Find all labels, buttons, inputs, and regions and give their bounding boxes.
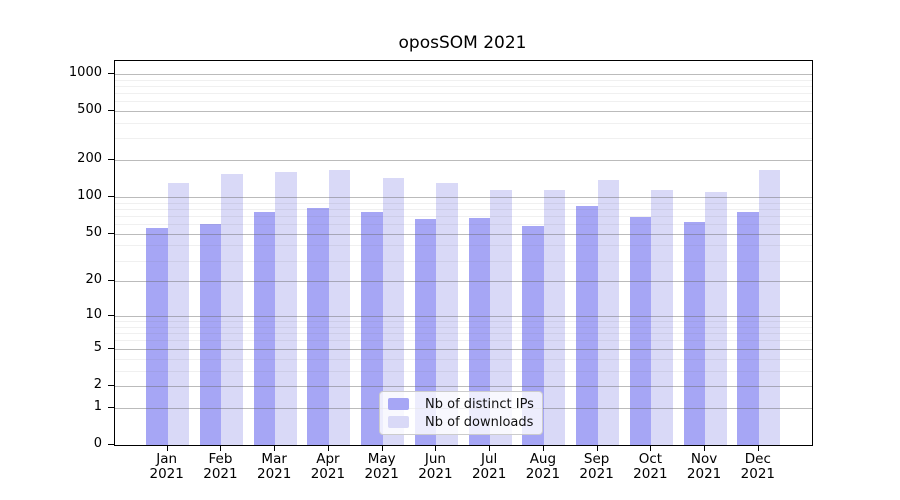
bars-layer (115, 61, 812, 445)
y-tick-mark (108, 72, 114, 74)
x-tick-mark (166, 445, 168, 451)
x-tick-label: May 2021 (364, 451, 399, 482)
bar-downloads-jun (436, 182, 458, 445)
x-tick-mark (327, 445, 329, 451)
x-tick-label: Sep 2021 (579, 451, 614, 482)
bar-downloads-may (382, 178, 405, 445)
y-tick-mark (108, 110, 114, 112)
y-tick-label: 2 (93, 376, 102, 392)
y-tick-mark (108, 347, 114, 349)
bar-downloads-aug (543, 190, 566, 445)
x-tick-label: Jun 2021 (418, 451, 453, 482)
x-tick-mark (757, 445, 759, 451)
bar-distinct-ips-jul (468, 217, 491, 445)
x-tick-mark (704, 445, 706, 451)
y-tick-label: 500 (77, 102, 102, 118)
legend-label-downloads: Nb of downloads (425, 414, 534, 430)
legend-entry-distinct-ips: Nb of distinct IPs (388, 397, 536, 412)
bar-downloads-oct (651, 190, 673, 445)
bar-distinct-ips-may (361, 211, 383, 445)
bar-distinct-ips-sep (576, 206, 598, 445)
y-tick-mark (108, 444, 114, 445)
legend-swatch-distinct-ips (388, 398, 409, 410)
y-tick-label: 50 (85, 224, 102, 240)
bar-downloads-jul (490, 189, 512, 445)
x-tick-label: Jan 2021 (149, 451, 184, 482)
x-tick-label: Mar 2021 (256, 451, 292, 482)
bar-distinct-ips-apr (307, 208, 329, 445)
x-tick-mark (274, 445, 276, 451)
x-tick-label: Feb 2021 (203, 451, 238, 482)
chart-title: oposSOM 2021 (398, 33, 527, 53)
y-tick-label: 1 (93, 398, 102, 414)
bar-distinct-ips-nov (683, 221, 706, 445)
bar-downloads-sep (597, 179, 620, 445)
legend: Nb of distinct IPs Nb of downloads (379, 391, 543, 435)
y-tick-mark (108, 384, 114, 386)
plot-area: Nb of distinct IPs Nb of downloads (114, 60, 813, 446)
y-tick-mark (108, 280, 114, 282)
y-tick-label: 0 (93, 436, 102, 451)
legend-label-distinct-ips: Nb of distinct IPs (425, 396, 534, 412)
bar-distinct-ips-aug (522, 225, 544, 445)
y-tick-mark (108, 196, 114, 198)
x-tick-mark (489, 445, 491, 451)
bar-distinct-ips-feb (199, 224, 222, 445)
y-tick-mark (108, 232, 114, 234)
y-tick-mark (108, 159, 114, 161)
bar-downloads-nov (705, 191, 727, 445)
x-tick-label: Jul 2021 (471, 451, 507, 482)
x-tick-label: Dec 2021 (740, 451, 775, 482)
x-tick-mark (596, 445, 598, 451)
x-tick-label: Oct 2021 (633, 451, 668, 482)
x-tick-label: Nov 2021 (686, 451, 722, 482)
legend-entry-downloads: Nb of downloads (388, 415, 536, 430)
legend-swatch-downloads (388, 416, 409, 428)
y-tick-label: 100 (77, 188, 102, 204)
y-tick-label: 5 (93, 339, 102, 355)
y-tick-label: 10 (85, 307, 102, 323)
bar-distinct-ips-mar (253, 211, 276, 445)
bar-distinct-ips-jun (414, 219, 437, 445)
x-tick-mark (381, 445, 383, 451)
bar-distinct-ips-dec (737, 211, 759, 445)
y-tick-label: 200 (77, 151, 102, 167)
bar-downloads-mar (275, 172, 297, 445)
bar-downloads-dec (758, 170, 781, 445)
bar-distinct-ips-jan (146, 227, 168, 445)
y-tick-label: 20 (85, 272, 102, 288)
x-tick-mark (220, 445, 222, 451)
x-tick-mark (542, 445, 544, 451)
bar-distinct-ips-oct (629, 216, 652, 445)
bar-downloads-apr (328, 169, 351, 445)
y-tick-mark (108, 406, 114, 408)
y-tick-mark (108, 315, 114, 317)
x-tick-label: Apr 2021 (310, 451, 346, 482)
x-tick-mark (650, 445, 652, 451)
y-tick-label: 1000 (68, 64, 102, 80)
x-tick-label: Aug 2021 (525, 451, 561, 482)
bar-downloads-feb (221, 174, 243, 445)
bar-downloads-jan (167, 183, 190, 445)
x-tick-mark (435, 445, 437, 451)
